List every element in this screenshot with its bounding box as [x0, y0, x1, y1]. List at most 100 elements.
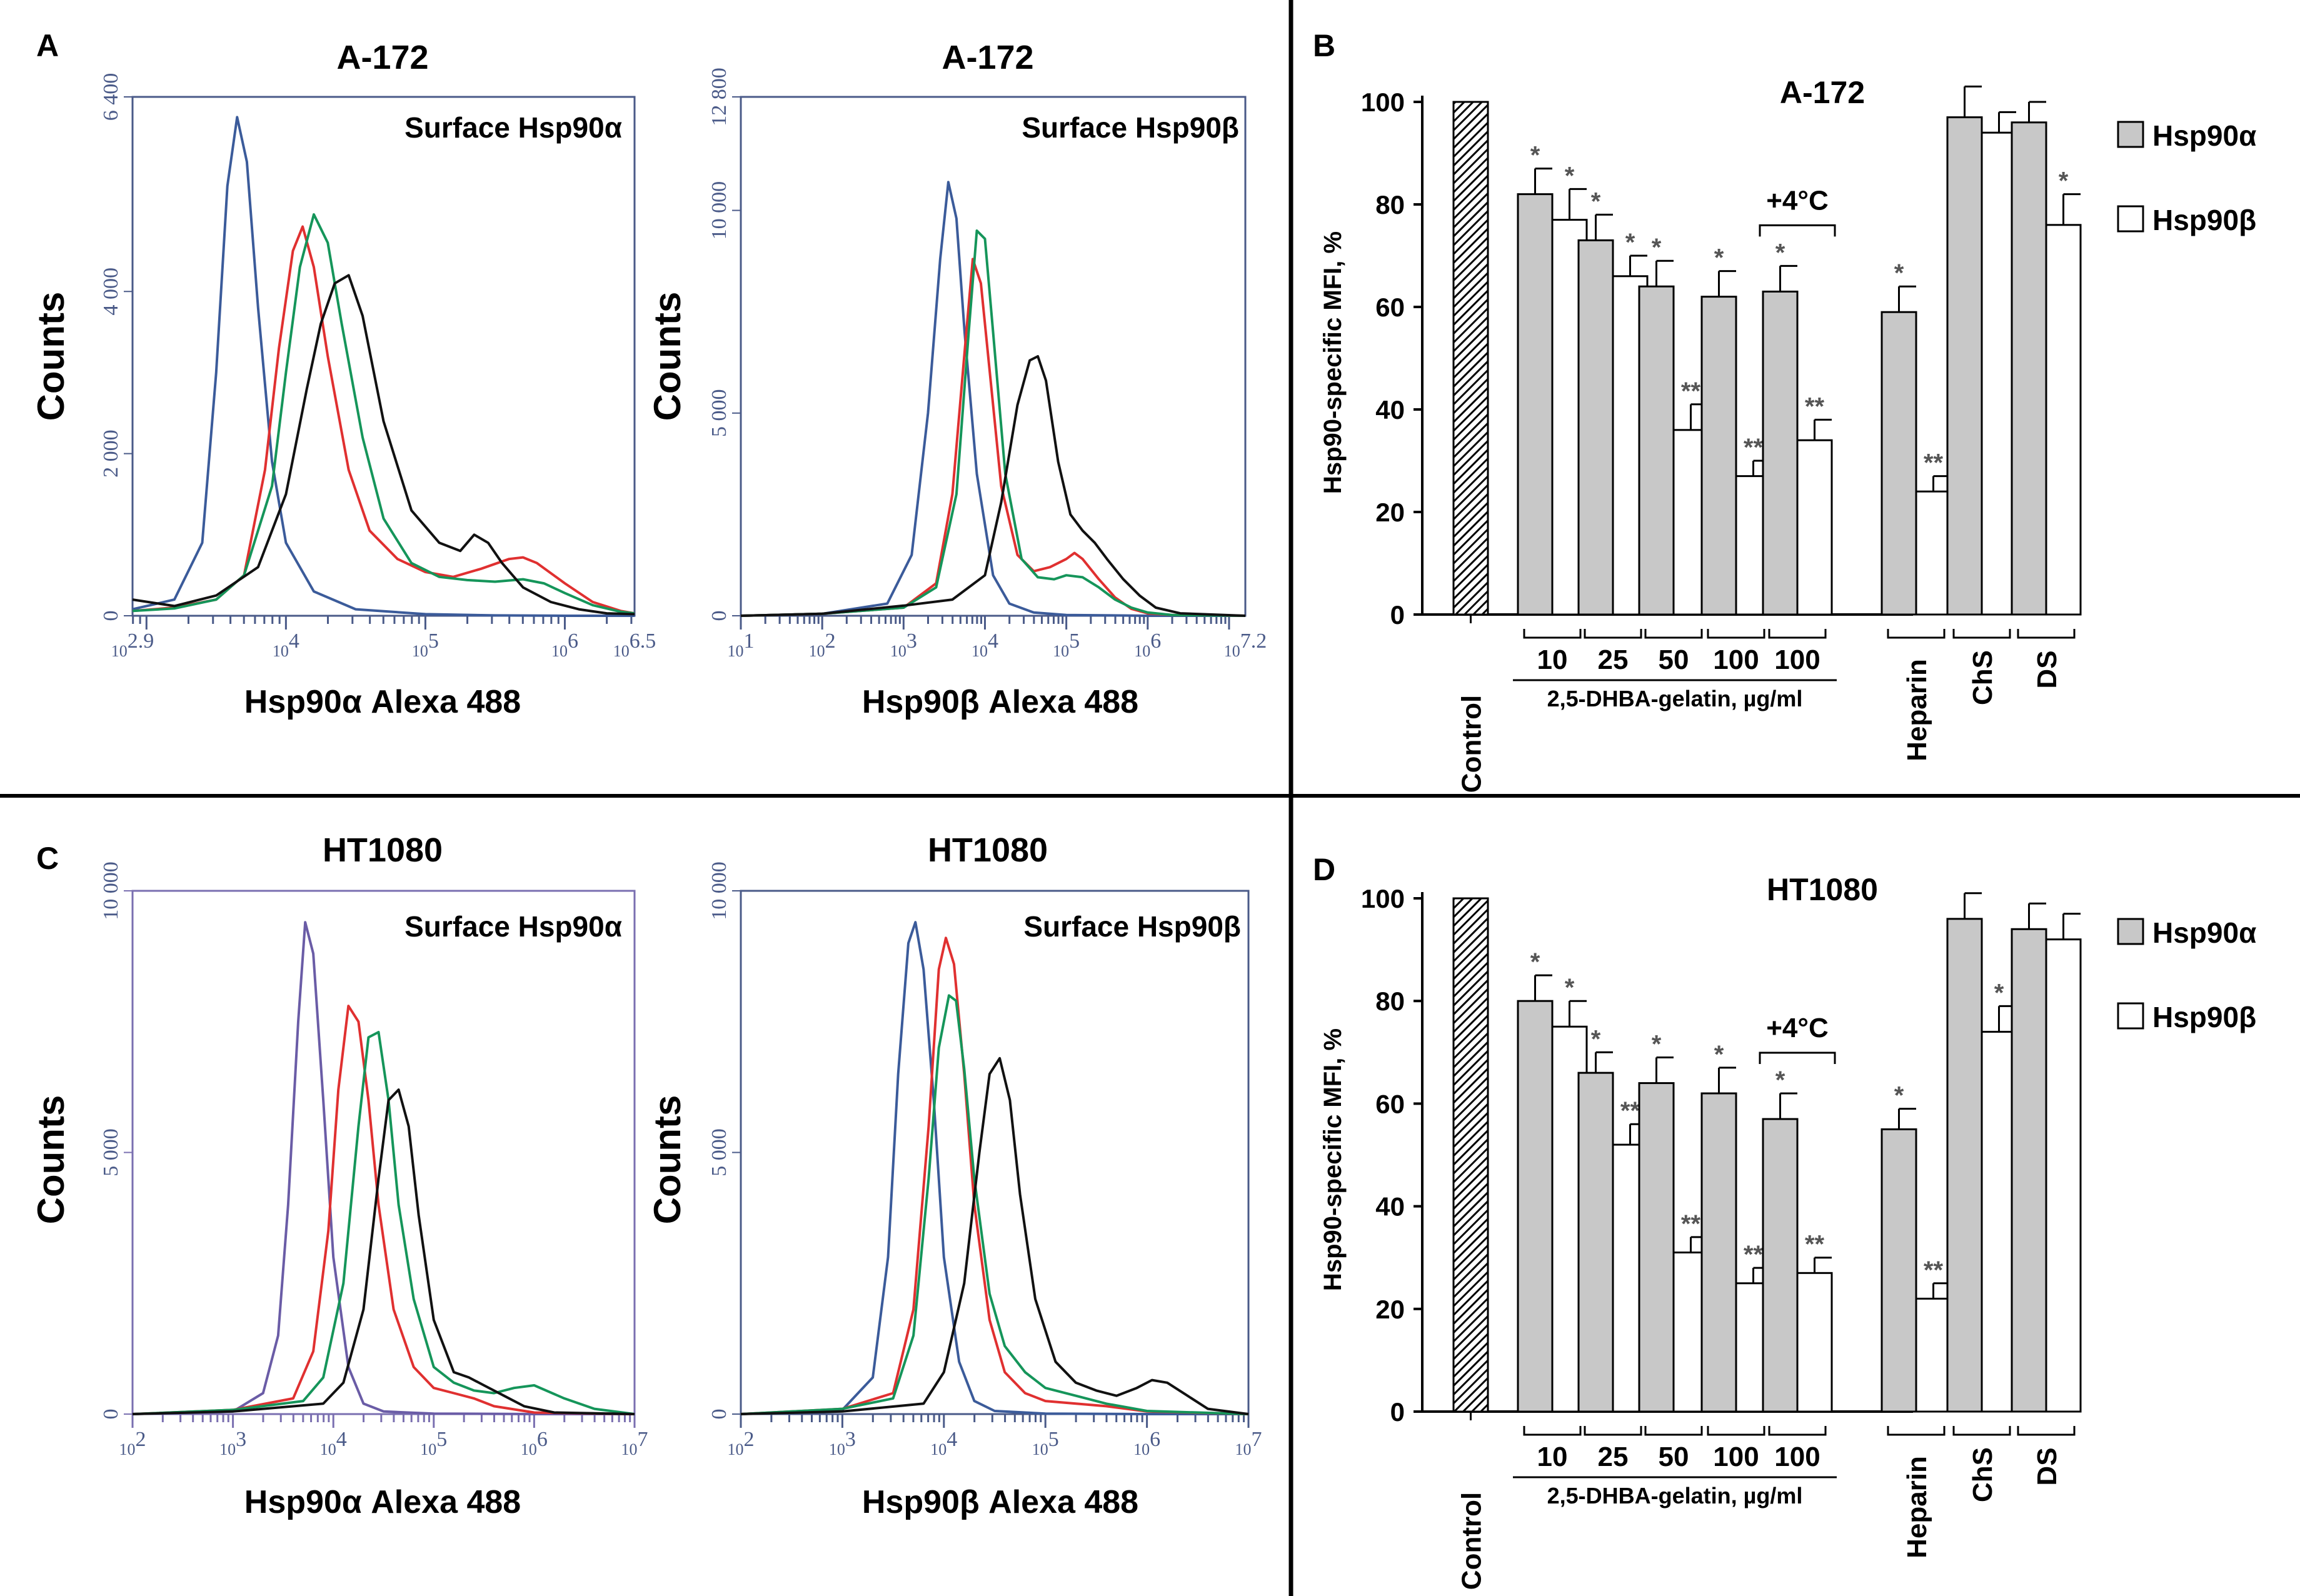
histogram-curve: [740, 936, 1249, 1415]
category-label: Control: [1457, 695, 1487, 793]
histogram-ht1080-hsp90-alpha: HT1080 Surface Hsp90α Counts Hsp90α Alex…: [30, 831, 648, 1520]
bar-hsp90-alpha: [2011, 121, 2047, 616]
bar-hsp90-beta: [1981, 131, 2017, 616]
category-bracket: [1887, 1426, 1946, 1436]
x-tick-label: 107: [621, 1428, 648, 1458]
chart-title: A-172: [942, 39, 1033, 76]
bar-hsp90-alpha: [1881, 311, 1917, 616]
significance-mark: *: [1591, 188, 1601, 215]
panel-letter-c: C: [36, 841, 59, 876]
significance-mark: *: [1714, 244, 1724, 272]
significance-mark: **: [1744, 1241, 1764, 1268]
histogram-a172-hsp90-alpha: A-172 Surface Hsp90α Counts Hsp90α Alexa…: [30, 39, 656, 720]
category-bracket: [1768, 629, 1827, 639]
x-axis-label: Hsp90α Alexa 488: [244, 684, 521, 720]
legend-swatch-beta: [2117, 205, 2144, 233]
x-tick-label: 103: [829, 1428, 856, 1458]
group-label: 2,5-DHBA-gelatin, µg/ml: [1547, 1483, 1803, 1508]
category-label: 25: [1598, 645, 1629, 675]
y-tick-label: 100: [1361, 884, 1405, 913]
category-label: 50: [1659, 1442, 1689, 1472]
bar-hsp90-alpha: [1762, 1118, 1799, 1413]
category-bracket: [1707, 1426, 1765, 1436]
x-tick-label: 106: [521, 1428, 548, 1458]
significance-mark: **: [1924, 1257, 1944, 1284]
y-axis-label: Hsp90-specific MFI, %: [1319, 231, 1347, 494]
significance-mark: *: [1530, 142, 1540, 169]
significance-mark: **: [1805, 1231, 1825, 1258]
y-tick-label: 5 000: [708, 389, 731, 438]
panel-letter-a: A: [36, 28, 59, 63]
y-tick-label: 60: [1375, 293, 1405, 322]
y-tick-label: 10 000: [708, 181, 731, 240]
category-label: DS: [2032, 1447, 2062, 1485]
significance-mark: *: [2059, 168, 2069, 195]
category-bracket: [1768, 1426, 1827, 1436]
category-label: 100: [1774, 1442, 1820, 1472]
significance-mark: *: [1652, 1031, 1662, 1058]
significance-mark: *: [1565, 974, 1575, 1001]
panel-letter-b: B: [1313, 28, 1335, 63]
legend-label: Hsp90α: [2152, 916, 2256, 949]
y-tick-label: 5 000: [708, 1128, 731, 1177]
y-tick-label: 10 000: [99, 861, 123, 920]
bar-hsp90-alpha: [1517, 193, 1554, 616]
histogram-ht1080-hsp90-beta: HT1080 Surface Hsp90β Counts Hsp90β Alex…: [646, 831, 1262, 1520]
category-label: 10: [1537, 1442, 1568, 1472]
bar-hsp90-alpha: [1517, 1000, 1554, 1413]
temperature-bracket: [1759, 224, 1836, 237]
bar-hsp90-alpha: [1638, 285, 1675, 616]
x-tick-label: 103: [890, 630, 917, 660]
bar-hsp90-beta: [1915, 1297, 1952, 1413]
histogram-curve: [740, 229, 1246, 617]
y-tick-label: 80: [1375, 986, 1405, 1016]
chart-label: Surface Hsp90β: [1023, 910, 1241, 943]
chart-title: HT1080: [323, 831, 443, 869]
legend-swatch-beta: [2117, 1002, 2144, 1030]
temperature-annotation: +4°C: [1766, 1013, 1829, 1043]
bar-chart-ht1080: HT1080 Hsp90-specific MFI, % 0 20 40 60 80 10…: [1319, 872, 2256, 1590]
y-tick-label: 0: [1390, 1397, 1405, 1427]
significance-mark: **: [1620, 1097, 1640, 1125]
x-tick-label: 103: [219, 1428, 246, 1458]
y-axis-label: Counts: [30, 1095, 72, 1225]
x-tick-label: 104: [972, 630, 998, 660]
histogram-curve: [132, 1088, 635, 1415]
y-axis-label: Counts: [30, 292, 72, 421]
x-tick-label: 106: [1133, 1428, 1160, 1458]
x-axis-label: Hsp90β Alexa 488: [862, 1484, 1138, 1520]
significance-mark: **: [1681, 378, 1701, 405]
bar-hsp90-beta: [2045, 224, 2082, 616]
category-bracket: [1952, 629, 2011, 639]
x-tick-label: 102: [809, 630, 836, 660]
y-tick-label: 6 400: [99, 73, 123, 121]
bar-chart-a172: A-172 Hsp90-specific MFI, % 0 20 40 60 80 100…: [1319, 75, 2256, 793]
chart-label: Surface Hsp90α: [404, 910, 622, 943]
bar-hsp90-beta: [1796, 1272, 1833, 1413]
category-label: 100: [1713, 645, 1759, 675]
legend-swatch-alpha: [2117, 121, 2144, 148]
temperature-bracket: [1759, 1051, 1836, 1064]
x-tick-label: 106: [1134, 630, 1161, 660]
y-tick-label: 12 800: [708, 68, 731, 126]
significance-mark: *: [1530, 948, 1540, 976]
legend-swatch-alpha: [2117, 918, 2144, 945]
y-tick-label: 0: [99, 611, 123, 621]
bar-hsp90-alpha: [1577, 1072, 1614, 1413]
histogram-curve: [132, 1031, 635, 1415]
significance-mark: *: [1994, 979, 2004, 1006]
x-tick-label: 106.5: [613, 630, 656, 660]
significance-mark: *: [1894, 1082, 1904, 1110]
x-tick-label: 104: [273, 630, 299, 660]
category-bracket: [1707, 629, 1765, 639]
significance-mark: **: [1681, 1210, 1701, 1238]
x-axis-label: Hsp90β Alexa 488: [862, 684, 1138, 720]
category-bracket: [2017, 1426, 2076, 1436]
category-label: 100: [1713, 1442, 1759, 1472]
histogram-curve: [740, 181, 1245, 617]
chart-title: HT1080: [928, 831, 1048, 869]
histogram-curve: [132, 116, 635, 617]
x-tick-label: 102: [119, 1428, 146, 1458]
bar-hsp90-beta: [2045, 938, 2082, 1413]
